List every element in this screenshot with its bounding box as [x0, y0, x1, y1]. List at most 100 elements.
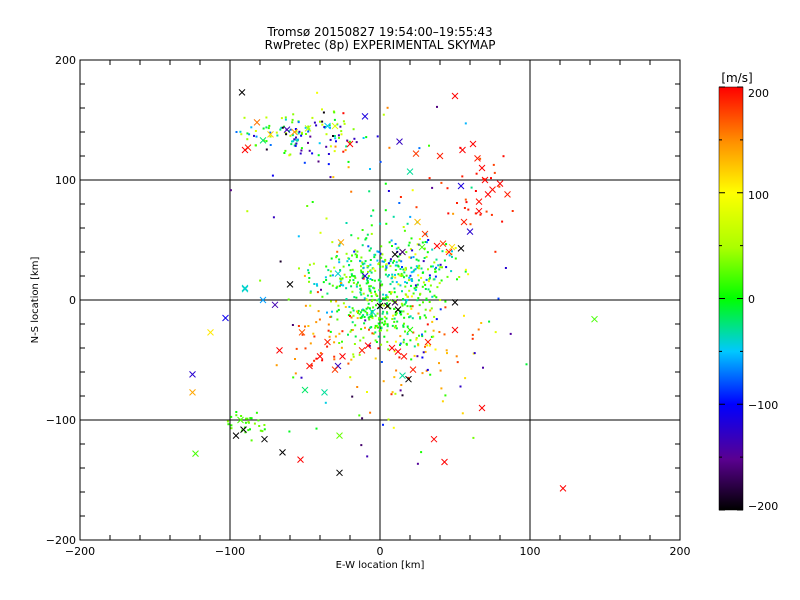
data-point	[393, 317, 396, 320]
data-point	[250, 417, 253, 420]
data-point	[309, 291, 312, 294]
data-point	[304, 347, 307, 350]
data-point	[327, 329, 330, 332]
data-point	[385, 222, 388, 225]
data-point	[362, 292, 365, 295]
data-point	[447, 212, 450, 215]
data-point	[461, 412, 464, 415]
data-point	[365, 307, 368, 310]
x-marker	[286, 281, 294, 288]
data-point	[280, 117, 283, 120]
data-point	[399, 389, 402, 392]
x-marker	[457, 245, 465, 252]
data-point	[429, 284, 432, 287]
data-point	[429, 276, 431, 279]
data-point	[253, 134, 255, 137]
data-point	[430, 265, 433, 268]
data-point	[365, 282, 368, 285]
data-point	[287, 298, 290, 301]
data-point	[388, 146, 391, 149]
data-point	[304, 126, 307, 129]
data-point	[395, 312, 398, 315]
data-point	[369, 259, 372, 261]
data-point	[400, 260, 403, 263]
data-point	[391, 245, 393, 247]
x-tick-label: 100	[520, 545, 541, 558]
data-point	[425, 369, 428, 372]
x-marker	[394, 348, 402, 355]
data-point	[353, 343, 356, 345]
data-point	[470, 186, 473, 189]
data-point	[402, 268, 405, 271]
data-point	[385, 317, 388, 320]
data-point	[377, 322, 380, 325]
data-point	[368, 307, 371, 310]
x-marker	[336, 432, 343, 439]
data-point	[345, 145, 348, 148]
data-point	[419, 316, 422, 319]
data-point	[350, 316, 353, 319]
x-marker	[424, 338, 432, 346]
data-point	[309, 135, 312, 138]
data-point	[405, 300, 408, 303]
data-point	[463, 207, 466, 209]
data-point	[376, 299, 378, 302]
data-point	[351, 307, 354, 310]
data-point	[445, 243, 448, 246]
data-point	[321, 123, 324, 126]
x-marker	[241, 284, 249, 292]
data-point	[380, 284, 383, 287]
data-point	[482, 366, 484, 369]
data-point	[375, 304, 377, 307]
data-point	[319, 120, 321, 123]
data-point	[381, 265, 384, 268]
data-point	[386, 340, 389, 343]
data-point	[371, 317, 374, 320]
data-point	[438, 331, 441, 333]
data-point	[291, 324, 294, 326]
x-marker	[448, 243, 456, 251]
data-point	[465, 201, 468, 204]
data-point	[355, 296, 358, 299]
y-tick-label: 0	[69, 294, 76, 307]
data-point	[360, 293, 363, 296]
data-point	[313, 121, 316, 124]
data-point	[298, 267, 300, 270]
data-point	[291, 118, 294, 121]
data-point	[323, 126, 326, 129]
data-point	[339, 283, 342, 286]
x-marker	[364, 342, 372, 349]
data-point	[322, 281, 325, 284]
data-point	[434, 348, 437, 351]
data-point	[343, 273, 346, 276]
data-point	[418, 147, 421, 150]
data-point	[464, 268, 467, 271]
x-marker	[331, 366, 339, 373]
data-point	[511, 210, 514, 212]
data-point	[393, 320, 396, 323]
x-marker	[339, 353, 346, 360]
data-point	[344, 306, 347, 308]
data-point	[359, 316, 362, 319]
data-point	[329, 138, 332, 141]
data-point	[431, 295, 434, 298]
data-point	[291, 121, 294, 124]
x-marker	[418, 243, 426, 251]
data-point	[404, 266, 407, 269]
x-marker	[241, 285, 249, 293]
data-point	[349, 276, 352, 279]
x-marker	[279, 449, 286, 456]
data-point	[399, 313, 402, 316]
x-axis-label: E-W location [km]	[336, 560, 425, 571]
data-point	[355, 256, 358, 259]
data-point	[490, 177, 492, 180]
data-point	[345, 287, 348, 290]
data-point	[389, 265, 392, 268]
data-point	[398, 274, 401, 277]
data-point	[351, 254, 353, 257]
data-point	[321, 359, 324, 362]
data-point	[334, 145, 337, 148]
data-point	[417, 274, 420, 277]
data-point	[463, 314, 465, 317]
y-tick-label: 100	[55, 174, 76, 187]
